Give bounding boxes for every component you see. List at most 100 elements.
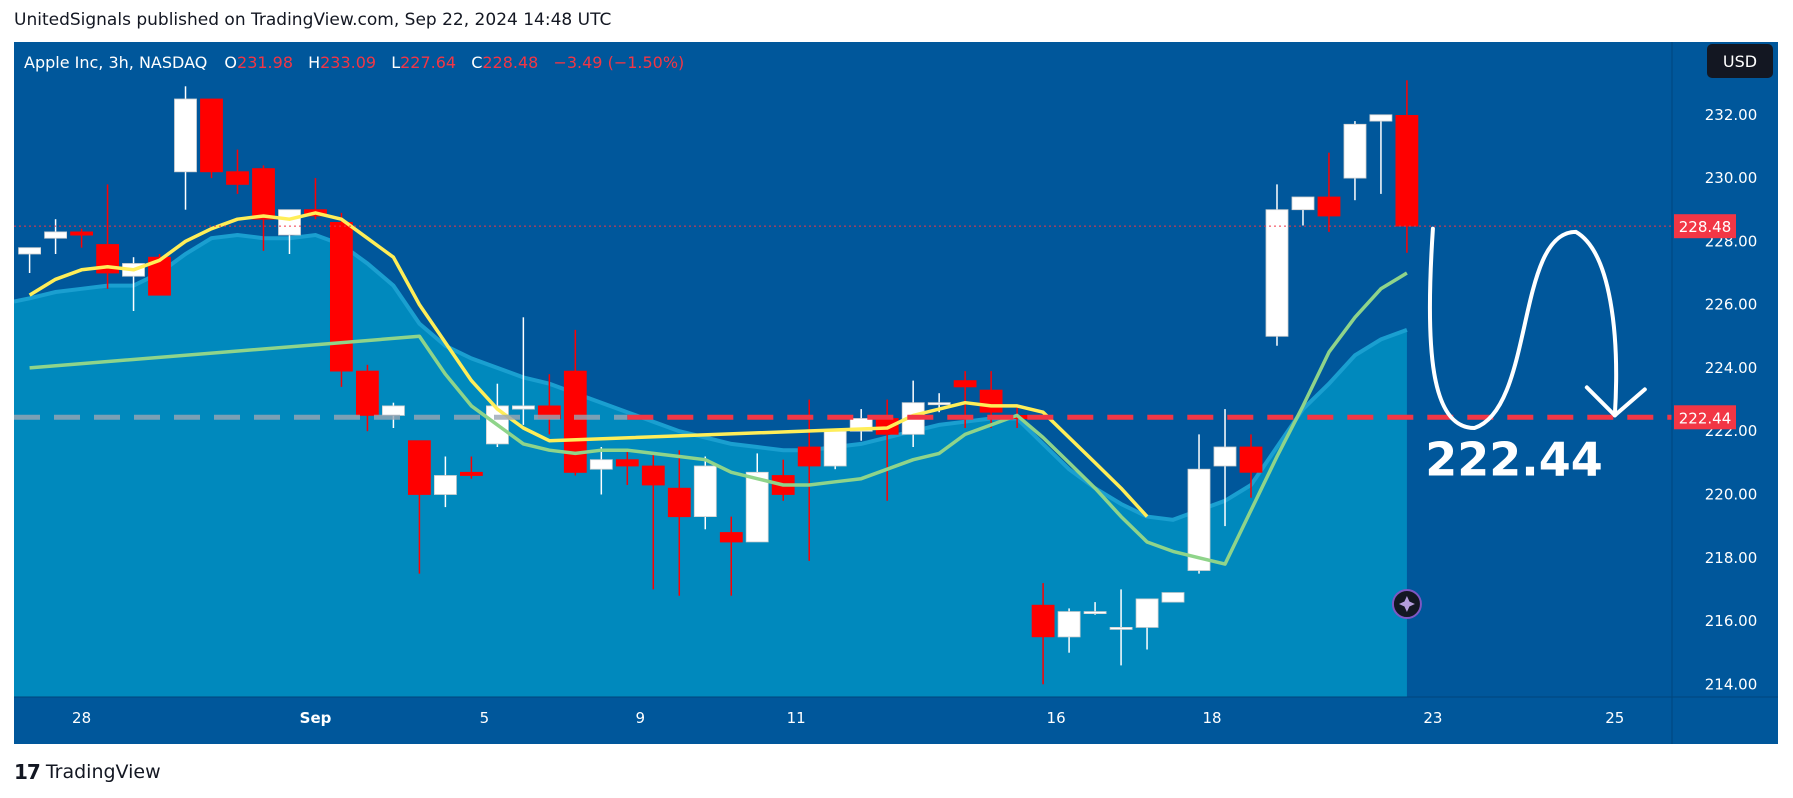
candle[interactable] xyxy=(1109,589,1133,666)
candle[interactable] xyxy=(1291,196,1315,226)
candle[interactable] xyxy=(1239,434,1263,498)
candle-body xyxy=(797,446,821,467)
candle-body xyxy=(355,370,379,416)
candle[interactable] xyxy=(1395,80,1419,253)
candle-body xyxy=(615,459,639,467)
time-tick-label: 28 xyxy=(72,709,91,727)
candle[interactable] xyxy=(641,453,665,590)
price-tick-label: 214.00 xyxy=(1705,675,1758,693)
tradingview-logo-icon: 17 xyxy=(14,760,41,784)
candlestick-chart[interactable]: 214.00216.00218.00220.00222.00224.00226.… xyxy=(13,42,1778,744)
candle[interactable] xyxy=(226,149,249,194)
candle[interactable] xyxy=(823,430,847,470)
candle[interactable] xyxy=(797,399,821,561)
candle-body xyxy=(18,247,41,255)
candle[interactable] xyxy=(667,450,691,596)
candle[interactable] xyxy=(589,447,613,495)
moving-averages-layer xyxy=(28,211,1408,566)
time-tick-label: 25 xyxy=(1605,709,1624,727)
support-level-tag-text: 222.44 xyxy=(1679,409,1732,427)
candle-body xyxy=(1291,196,1315,211)
candle-body xyxy=(979,389,1003,413)
candle[interactable] xyxy=(745,453,769,543)
levels-layer xyxy=(14,225,1672,420)
candle[interactable] xyxy=(1317,152,1341,232)
time-tick-label: Sep xyxy=(300,709,332,727)
candle-body xyxy=(823,430,847,467)
candle[interactable] xyxy=(719,516,743,596)
candle-body xyxy=(953,380,977,388)
candle[interactable] xyxy=(615,450,639,485)
ohlc-legend: Apple Inc, 3h, NASDAQ O231.98 H233.09 L2… xyxy=(24,53,684,72)
candle[interactable] xyxy=(1031,583,1055,685)
candle-body xyxy=(252,168,275,220)
candle[interactable] xyxy=(70,228,93,248)
legend-high: 233.09 xyxy=(320,53,376,72)
candle[interactable] xyxy=(1135,598,1159,650)
candle[interactable] xyxy=(1343,121,1367,201)
legend-close: 228.48 xyxy=(482,53,538,72)
currency-button[interactable]: USD xyxy=(1707,44,1773,78)
time-tick-label: 18 xyxy=(1202,709,1221,727)
candle[interactable] xyxy=(18,247,41,273)
legend-open: 231.98 xyxy=(237,53,293,72)
time-tick-label: 9 xyxy=(636,709,646,727)
currency-label: USD xyxy=(1723,52,1757,71)
legend-change: −3.49 (−1.50%) xyxy=(553,53,684,72)
candle-body xyxy=(148,256,171,296)
candle-body xyxy=(667,487,691,518)
time-tick-label: 11 xyxy=(787,709,806,727)
candle-body xyxy=(1265,209,1289,337)
candle-body xyxy=(278,209,301,236)
candle[interactable] xyxy=(278,209,301,254)
time-tick-label: 16 xyxy=(1047,709,1066,727)
candle-body xyxy=(1161,592,1185,603)
candle[interactable] xyxy=(1369,114,1393,194)
candle[interactable] xyxy=(459,456,483,479)
sparkle-icon[interactable] xyxy=(1391,589,1422,619)
candle[interactable] xyxy=(1213,409,1237,527)
candle[interactable] xyxy=(174,86,197,210)
price-tick-label: 218.00 xyxy=(1705,549,1758,567)
legend-c-label: C xyxy=(471,53,482,72)
candle-body xyxy=(433,475,457,495)
candle-body xyxy=(1187,468,1211,571)
publisher-line: UnitedSignals published on TradingView.c… xyxy=(14,10,612,30)
candle[interactable] xyxy=(329,212,353,387)
footer: 17 TradingView xyxy=(14,760,161,784)
candle[interactable] xyxy=(563,329,587,476)
candle[interactable] xyxy=(355,364,379,432)
candle[interactable] xyxy=(200,98,223,179)
candle-body xyxy=(407,440,431,495)
candle[interactable] xyxy=(433,456,457,508)
price-tick-label: 224.00 xyxy=(1705,359,1758,377)
candle[interactable] xyxy=(1187,434,1211,574)
candle-body xyxy=(1369,114,1393,122)
legend-low: 227.64 xyxy=(400,53,456,72)
candles-layer xyxy=(18,80,1419,685)
candle[interactable] xyxy=(511,317,535,425)
candle[interactable] xyxy=(1057,608,1081,653)
candle-body xyxy=(1395,115,1419,227)
time-tick-label: 23 xyxy=(1423,709,1442,727)
candle-body xyxy=(927,402,951,406)
candle-body xyxy=(511,405,535,410)
projection-path xyxy=(1427,226,1619,431)
candle-body xyxy=(381,405,405,416)
candle[interactable] xyxy=(252,165,275,251)
candle[interactable] xyxy=(1083,602,1107,615)
chart-panel[interactable]: 214.00 216.00 218.00 220.00 222.00 224.00 226.… xyxy=(13,42,1778,744)
last-price-tag: 228.48 xyxy=(1674,214,1736,239)
candle[interactable] xyxy=(1161,592,1185,603)
candle[interactable] xyxy=(407,440,431,574)
candle-body xyxy=(226,171,249,185)
legend-l-label: L xyxy=(391,53,400,72)
candle[interactable] xyxy=(1265,184,1289,346)
candle-body xyxy=(1239,446,1263,473)
support-level-tag: 222.44 xyxy=(1674,405,1736,430)
candle-body xyxy=(719,532,743,543)
candle[interactable] xyxy=(44,219,68,254)
candle-body xyxy=(70,231,93,236)
candle[interactable] xyxy=(693,456,717,530)
last-price-tag-bg xyxy=(1674,214,1736,239)
